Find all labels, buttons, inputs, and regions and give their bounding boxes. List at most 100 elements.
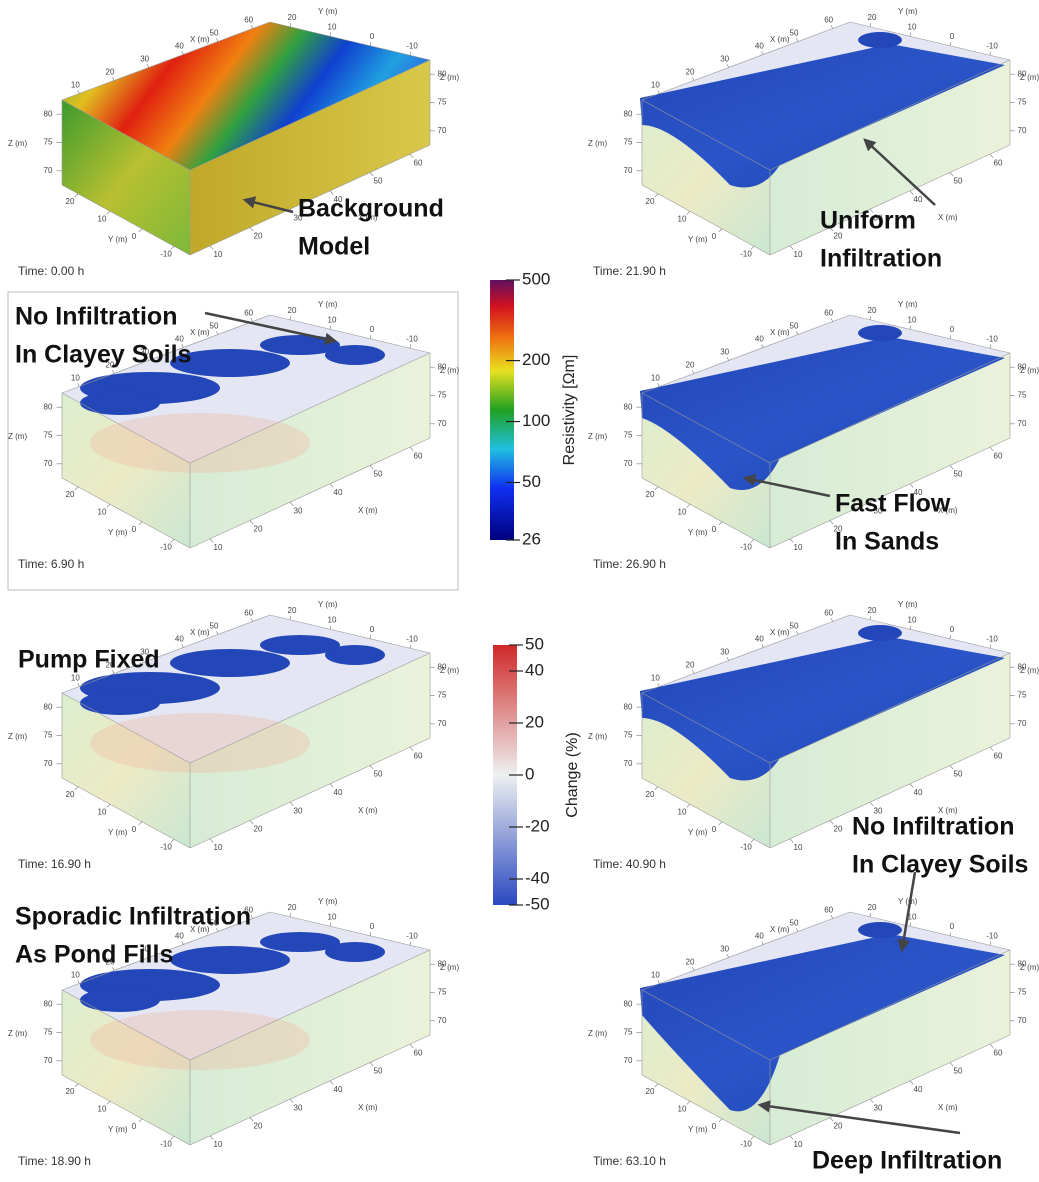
axis-tick <box>216 631 219 635</box>
box-edge <box>641 911 851 991</box>
axis-tick <box>106 1101 111 1105</box>
axis-tick-label: 10 <box>71 674 80 683</box>
axis-tick-label: 80 <box>44 702 53 711</box>
axis-tick-label: 40 <box>334 788 343 797</box>
axis-tick <box>409 746 414 751</box>
axis-tick <box>329 483 334 488</box>
axis-tick-label: 20 <box>868 13 877 22</box>
axis-tick-label: 40 <box>334 195 343 204</box>
box-edge <box>269 314 431 354</box>
axis-tick <box>796 631 799 635</box>
axis-tick-label: 50 <box>210 622 219 631</box>
axis-tick <box>146 357 149 361</box>
axis-tick <box>138 521 143 526</box>
axis-tick-label: 50 <box>374 1067 383 1076</box>
annotation: In Clayey Soils <box>852 851 1028 879</box>
axis-tick-label: 60 <box>244 16 253 25</box>
axis-tick <box>250 25 253 29</box>
axis-tick <box>409 941 412 946</box>
infiltration-blob <box>325 645 385 665</box>
box-right-face <box>770 653 1010 848</box>
colorbar-tick-label: 20 <box>525 712 544 731</box>
axis-tick-label: -10 <box>986 41 998 50</box>
axis-tick <box>726 954 729 958</box>
axis-tick-label: 75 <box>624 1028 633 1037</box>
axis-tick <box>761 941 764 945</box>
time-label: Time: 16.90 h <box>18 857 91 871</box>
axis-tick <box>692 370 695 374</box>
axis-tick-label: 0 <box>712 525 717 534</box>
axis-tick-label: 10 <box>794 543 803 552</box>
axis-tick-label: 20 <box>106 68 115 77</box>
annotation-arrow <box>897 871 917 953</box>
axis-tick-label: 40 <box>334 1085 343 1094</box>
annotation: No Infiltration <box>15 303 177 331</box>
axis-tick-label: 75 <box>44 431 53 440</box>
box-edge <box>61 989 191 1061</box>
infiltration-blob <box>858 325 902 341</box>
annotation: As Pond Fills <box>15 941 173 969</box>
axis-tick-label: 20 <box>254 825 263 834</box>
axis-tick-label: 60 <box>824 906 833 915</box>
colorbar-tick-label: -20 <box>525 816 550 835</box>
axis-label: Y (m) <box>108 828 128 837</box>
axis-tick-label: 40 <box>914 1085 923 1094</box>
annotation: Infiltration <box>820 245 942 273</box>
axis-tick-label: 0 <box>950 32 955 41</box>
time-label: Time: 0.00 h <box>18 264 84 278</box>
axis-tick-label: -10 <box>986 931 998 940</box>
box-edge <box>849 911 1011 951</box>
axis-tick <box>289 316 292 320</box>
axis-tick <box>249 227 254 232</box>
axis-tick-label: 50 <box>954 177 963 186</box>
annotation: Sporadic Infiltration <box>15 903 251 931</box>
panel-frame <box>7 291 459 591</box>
axis-tick-label: 80 <box>1018 959 1027 968</box>
axis-tick-label: -10 <box>160 842 172 851</box>
axis-tick <box>750 839 755 843</box>
axis-tick-label: 75 <box>44 138 53 147</box>
axis-tick <box>830 25 833 29</box>
box-edge <box>61 1074 191 1146</box>
axis-tick-label: 0 <box>712 1122 717 1131</box>
axis-tick-label: 80 <box>438 662 447 671</box>
axis-tick <box>216 928 219 932</box>
axis-label: X (m) <box>770 925 790 934</box>
axis-label: X (m) <box>938 213 958 222</box>
axis-label: Y (m) <box>688 828 708 837</box>
axis-tick-label: 10 <box>328 912 337 921</box>
panel: 10 20 30 40 50 60 20 10 0 -10 80 75 70 80 75 70 20 10 0 -10… <box>588 600 1039 871</box>
annotation: Deep Infiltration <box>812 1147 1002 1175</box>
axis-tick-label: 20 <box>646 1087 655 1096</box>
axis-tick <box>989 1043 994 1048</box>
infiltration-blob <box>80 391 160 415</box>
axis-tick-label: 20 <box>254 525 263 534</box>
axis-tick-label: 60 <box>994 451 1003 460</box>
axis-tick <box>830 318 833 322</box>
axis-label: Z (m) <box>588 732 607 741</box>
colorbar-tick-label: 50 <box>525 634 544 653</box>
axis-tick <box>369 932 372 936</box>
axis-tick-label: 60 <box>994 158 1003 167</box>
axis-tick-label: 50 <box>790 622 799 631</box>
colorbar-tick-label: 40 <box>525 660 544 679</box>
axis-tick-label: 20 <box>868 606 877 615</box>
axis-tick-label: 10 <box>328 315 337 324</box>
axis-tick-label: 20 <box>686 958 695 967</box>
axis-tick <box>138 1118 143 1123</box>
box-edge <box>189 652 431 764</box>
axis-tick-label: 0 <box>132 525 137 534</box>
axis-label: Y (m) <box>318 600 338 609</box>
axis-tick-label: 10 <box>794 250 803 259</box>
axis-tick-label: 0 <box>370 625 375 634</box>
axis-tick-label: 70 <box>1018 419 1027 428</box>
axis-tick-label: 60 <box>414 751 423 760</box>
axis-tick-label: 70 <box>1018 719 1027 728</box>
axis-tick <box>869 616 872 620</box>
axis-tick <box>909 625 912 630</box>
axis-tick-label: 70 <box>44 459 53 468</box>
axis-tick-label: -10 <box>986 334 998 343</box>
box-edge <box>641 692 771 764</box>
axis-tick <box>409 51 412 56</box>
panel: 10 20 30 40 50 60 20 10 0 -10 80 75 70 80 75 70 20 10 0 -10… <box>7 291 459 591</box>
